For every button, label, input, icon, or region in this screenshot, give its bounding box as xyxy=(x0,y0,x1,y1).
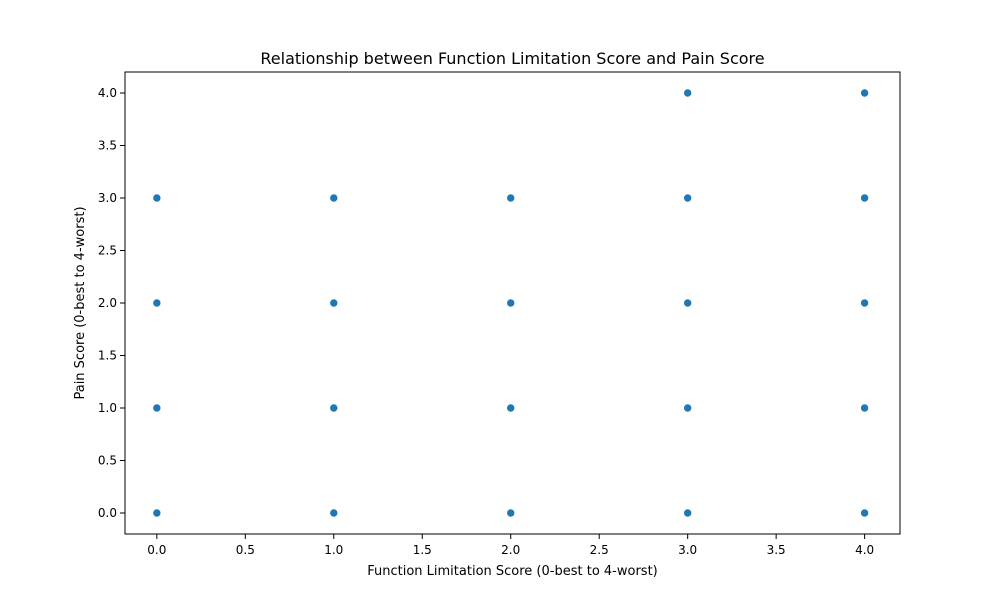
data-points xyxy=(152,88,869,518)
y-tick-label: 2.0 xyxy=(98,296,117,310)
x-tick-label: 2.0 xyxy=(501,543,520,557)
data-point xyxy=(152,298,162,308)
plot-frame xyxy=(124,71,901,535)
data-point xyxy=(860,193,869,203)
y-tick-label: 2.5 xyxy=(98,244,117,258)
y-tick-label: 3.0 xyxy=(98,191,117,205)
data-point xyxy=(152,403,162,413)
y-tick-label: 1.5 xyxy=(98,349,117,363)
data-point xyxy=(683,298,692,308)
x-tick-label: 0.0 xyxy=(147,543,166,557)
data-point xyxy=(506,193,516,203)
data-point xyxy=(860,298,869,308)
data-point xyxy=(506,298,516,308)
data-point xyxy=(506,508,516,518)
data-point xyxy=(506,403,516,413)
data-point xyxy=(683,88,692,98)
x-tick-label: 1.0 xyxy=(324,543,343,557)
y-axis-ticks: 0.0 0.5 1.0 1.5 2.0 2.5 3.0 3.5 4.0 xyxy=(98,86,125,520)
chart-title: Relationship between Function Limitation… xyxy=(260,49,764,68)
data-point xyxy=(683,193,692,203)
y-tick-label: 0.0 xyxy=(98,506,117,520)
data-point xyxy=(329,298,339,308)
data-point xyxy=(860,508,869,518)
x-axis-ticks: 0.0 0.5 1.0 1.5 2.0 2.5 3.0 3.5 4.0 xyxy=(147,534,874,557)
data-point xyxy=(329,403,339,413)
data-point xyxy=(152,193,162,203)
y-tick-label: 4.0 xyxy=(98,86,117,100)
data-point xyxy=(683,403,692,413)
data-point xyxy=(329,508,339,518)
data-point xyxy=(152,508,162,518)
data-point xyxy=(329,193,339,203)
data-point xyxy=(860,403,869,413)
data-point xyxy=(860,88,869,98)
data-point xyxy=(683,508,692,518)
x-tick-label: 0.5 xyxy=(236,543,255,557)
x-tick-label: 1.5 xyxy=(413,543,432,557)
x-tick-label: 2.5 xyxy=(590,543,609,557)
x-tick-label: 3.5 xyxy=(767,543,786,557)
x-tick-label: 4.0 xyxy=(855,543,874,557)
y-tick-label: 1.0 xyxy=(98,401,117,415)
x-tick-label: 3.0 xyxy=(678,543,697,557)
x-axis-label: Function Limitation Score (0-best to 4-w… xyxy=(367,564,658,579)
y-axis-label: Pain Score (0-best to 4-worst) xyxy=(73,206,88,399)
y-tick-label: 3.5 xyxy=(98,139,117,153)
y-tick-label: 0.5 xyxy=(98,454,117,468)
